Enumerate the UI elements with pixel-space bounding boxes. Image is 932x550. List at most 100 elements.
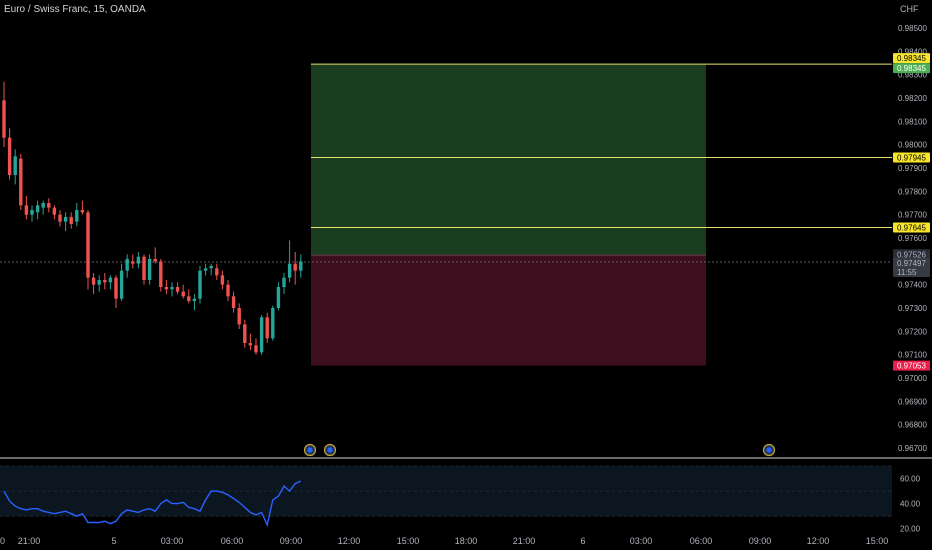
candle-body <box>293 263 297 271</box>
rsi-tick-label: 20.00 <box>900 525 921 534</box>
candle <box>119 263 124 301</box>
candle <box>153 247 157 264</box>
profit-zone[interactable] <box>311 64 706 256</box>
candle <box>91 273 96 294</box>
time-tick-label: 5 <box>111 536 116 546</box>
candle-body <box>170 287 174 290</box>
candle-body <box>237 308 241 325</box>
price-tag-stop: 0.97053 <box>893 360 930 371</box>
candle-body <box>181 291 185 297</box>
candle-body <box>125 259 129 271</box>
candle <box>97 275 101 292</box>
price-tick-label: 0.97000 <box>898 374 927 383</box>
price-tag-last: 0.97497 <box>893 258 930 269</box>
svg-text:0.97945: 0.97945 <box>897 154 926 163</box>
candle <box>209 263 213 276</box>
candle <box>41 200 45 215</box>
economic-event-icon[interactable] <box>323 443 337 457</box>
candle <box>248 333 253 350</box>
candle-body <box>142 256 146 280</box>
rsi-tick-label: 40.00 <box>900 500 921 509</box>
candle-body <box>220 275 225 285</box>
candle <box>175 282 180 294</box>
price-tick-label: 0.97900 <box>898 164 927 173</box>
time-axis[interactable]: 00 21:00 5 03:00 06:00 09:00 12:00 15:00 18:00 21… <box>0 536 888 546</box>
price-tick-label: 0.98000 <box>898 141 927 150</box>
candle <box>215 263 219 280</box>
candle-body <box>41 203 45 208</box>
candle <box>181 284 185 299</box>
candle-body <box>75 210 79 222</box>
candle-body <box>30 210 34 215</box>
economic-event-icon[interactable] <box>303 443 317 457</box>
candle <box>80 200 85 215</box>
price-tick-label: 0.97100 <box>898 351 927 360</box>
candle <box>187 289 191 304</box>
time-tick-label: 6 <box>580 536 585 546</box>
candle <box>293 252 297 285</box>
time-tick-label: 15:00 <box>866 536 889 546</box>
time-tick-label: 09:00 <box>749 536 772 546</box>
candle-body <box>159 261 163 287</box>
candle <box>220 270 225 290</box>
rsi-pane[interactable] <box>0 465 892 528</box>
loss-zone[interactable] <box>311 255 706 366</box>
event-markers[interactable] <box>303 443 776 457</box>
candle-body <box>175 287 180 292</box>
price-tags: 0.983450.983450.979450.976450.975260.974… <box>893 53 930 371</box>
rsi-axis[interactable]: 60.00 40.00 20.00 <box>900 475 921 534</box>
price-tick-label: 0.96800 <box>898 421 927 430</box>
price-tag-neutral: 0.97526 <box>893 249 930 260</box>
candle-body <box>52 207 57 215</box>
candle <box>226 280 230 301</box>
candle-body <box>259 317 264 353</box>
time-tick-label: 18:00 <box>455 536 478 546</box>
svg-text:0.97645: 0.97645 <box>897 224 926 233</box>
candle <box>19 154 23 210</box>
candle-body <box>243 324 247 343</box>
price-tick-label: 0.97800 <box>898 187 927 196</box>
candle <box>63 212 68 231</box>
candle-body <box>103 280 107 283</box>
time-tick-label: 03:00 <box>161 536 184 546</box>
candle <box>198 266 202 304</box>
price-tag-target: 0.97645 <box>893 222 930 233</box>
price-tick-label: 0.97600 <box>898 234 927 243</box>
economic-event-icon[interactable] <box>762 443 776 457</box>
long-position-tool[interactable] <box>311 63 892 366</box>
candle-body <box>136 256 141 264</box>
candle-body <box>254 345 258 353</box>
candle <box>136 252 141 269</box>
svg-text:0.98345: 0.98345 <box>897 64 926 73</box>
candle <box>13 149 17 185</box>
candle-body <box>13 156 17 175</box>
price-tick-label: 0.96900 <box>898 397 927 406</box>
price-tick-label: 0.98500 <box>898 24 927 33</box>
candle <box>203 263 208 276</box>
candle-body <box>271 308 275 339</box>
symbol-title[interactable]: Euro / Swiss Franc, 15, OANDA <box>4 4 146 15</box>
svg-text:0.97526: 0.97526 <box>897 250 926 259</box>
price-tick-label: 0.98100 <box>898 117 927 126</box>
price-tick-label: 0.98200 <box>898 94 927 103</box>
price-axis[interactable]: 0.98500 0.98400 0.98300 0.98200 0.98100 0.980… <box>898 24 927 453</box>
candle <box>254 338 258 355</box>
candle-body <box>231 296 236 308</box>
price-tick-label: 0.97300 <box>898 304 927 313</box>
candle-body <box>63 217 68 222</box>
candle <box>142 254 146 285</box>
candle-body <box>69 217 73 224</box>
candle <box>24 196 29 220</box>
candle <box>2 81 6 147</box>
candle-body <box>215 268 219 276</box>
candle-body <box>80 210 85 213</box>
rsi-tick-label: 60.00 <box>900 475 921 484</box>
price-pane[interactable] <box>0 0 892 457</box>
time-tick-label: 00 <box>0 536 5 546</box>
candle <box>147 254 152 285</box>
candle-body <box>131 261 135 264</box>
candle <box>69 212 73 229</box>
price-tick-label: 0.97200 <box>898 327 927 336</box>
candle <box>7 128 12 180</box>
